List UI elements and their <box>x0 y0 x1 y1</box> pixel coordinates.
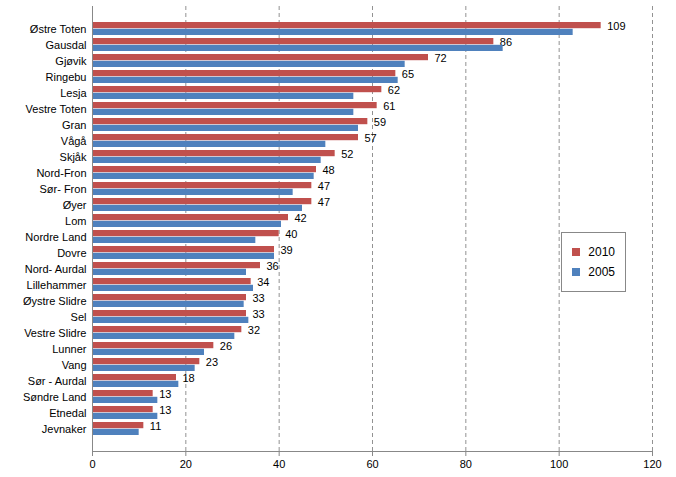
svg-text:Lesja: Lesja <box>60 87 87 99</box>
svg-text:109: 109 <box>607 20 625 32</box>
svg-text:Nord- Aurdal: Nord- Aurdal <box>25 263 87 275</box>
svg-text:62: 62 <box>388 84 400 96</box>
svg-text:Søndre Land: Søndre Land <box>23 391 87 403</box>
svg-text:40: 40 <box>273 458 285 470</box>
svg-text:36: 36 <box>267 260 279 272</box>
svg-text:23: 23 <box>206 356 218 368</box>
html-text:2010: 2010 <box>588 245 615 259</box>
svg-text:40: 40 <box>285 228 297 240</box>
svg-text:Ringebu: Ringebu <box>46 71 87 83</box>
svg-text:26: 26 <box>220 340 232 352</box>
html-text:2005: 2005 <box>588 265 615 279</box>
svg-text:13: 13 <box>159 404 171 416</box>
svg-text:18: 18 <box>183 372 195 384</box>
svg-text:60: 60 <box>366 458 378 470</box>
svg-text:Vang: Vang <box>62 359 87 371</box>
svg-text:65: 65 <box>402 68 414 80</box>
svg-text:Dovre: Dovre <box>57 247 86 259</box>
svg-text:Nord-Fron: Nord-Fron <box>36 167 86 179</box>
svg-text:Gausdal: Gausdal <box>46 39 87 51</box>
svg-text:61: 61 <box>383 100 395 112</box>
svg-text:11: 11 <box>150 420 161 432</box>
svg-text:Gjøvik: Gjøvik <box>55 55 87 67</box>
svg-text:Skjåk: Skjåk <box>60 151 87 163</box>
svg-text:Jevnaker: Jevnaker <box>42 423 87 435</box>
svg-text:48: 48 <box>323 164 335 176</box>
svg-text:120: 120 <box>643 458 661 470</box>
svg-text:Nordre Land: Nordre Land <box>25 231 86 243</box>
svg-text:Sør- Fron: Sør- Fron <box>39 183 86 195</box>
svg-text:Vestre Toten: Vestre Toten <box>26 103 87 115</box>
svg-text:34: 34 <box>257 276 269 288</box>
svg-text:52: 52 <box>341 148 353 160</box>
svg-text:Gran: Gran <box>62 119 86 131</box>
svg-text:33: 33 <box>253 308 265 320</box>
svg-text:33: 33 <box>253 292 265 304</box>
svg-text:0: 0 <box>89 458 95 470</box>
svg-text:32: 32 <box>248 324 260 336</box>
svg-text:57: 57 <box>365 132 377 144</box>
svg-text:Øyer: Øyer <box>63 199 87 211</box>
svg-text:20: 20 <box>180 458 192 470</box>
svg-text:Etnedal: Etnedal <box>49 407 86 419</box>
svg-text:Sel: Sel <box>71 311 87 323</box>
svg-text:Sør - Aurdal: Sør - Aurdal <box>28 375 87 387</box>
svg-text:Lom: Lom <box>65 215 86 227</box>
svg-text:47: 47 <box>318 196 330 208</box>
svg-text:59: 59 <box>374 116 386 128</box>
svg-text:Lillehammer: Lillehammer <box>27 279 87 291</box>
svg-text:Vestre Slidre: Vestre Slidre <box>24 327 86 339</box>
svg-text:42: 42 <box>295 212 307 224</box>
svg-text:80: 80 <box>460 458 472 470</box>
svg-text:Lunner: Lunner <box>52 343 87 355</box>
svg-text:100: 100 <box>550 458 568 470</box>
svg-text:47: 47 <box>318 180 330 192</box>
svg-text:Østre Toten: Østre Toten <box>30 23 87 35</box>
svg-text:39: 39 <box>281 244 293 256</box>
svg-text:13: 13 <box>159 388 171 400</box>
svg-text:86: 86 <box>499 36 513 49</box>
svg-text:72: 72 <box>435 52 447 64</box>
svg-text:Øystre Slidre: Øystre Slidre <box>23 295 87 307</box>
svg-text:Vågå: Vågå <box>61 135 88 147</box>
